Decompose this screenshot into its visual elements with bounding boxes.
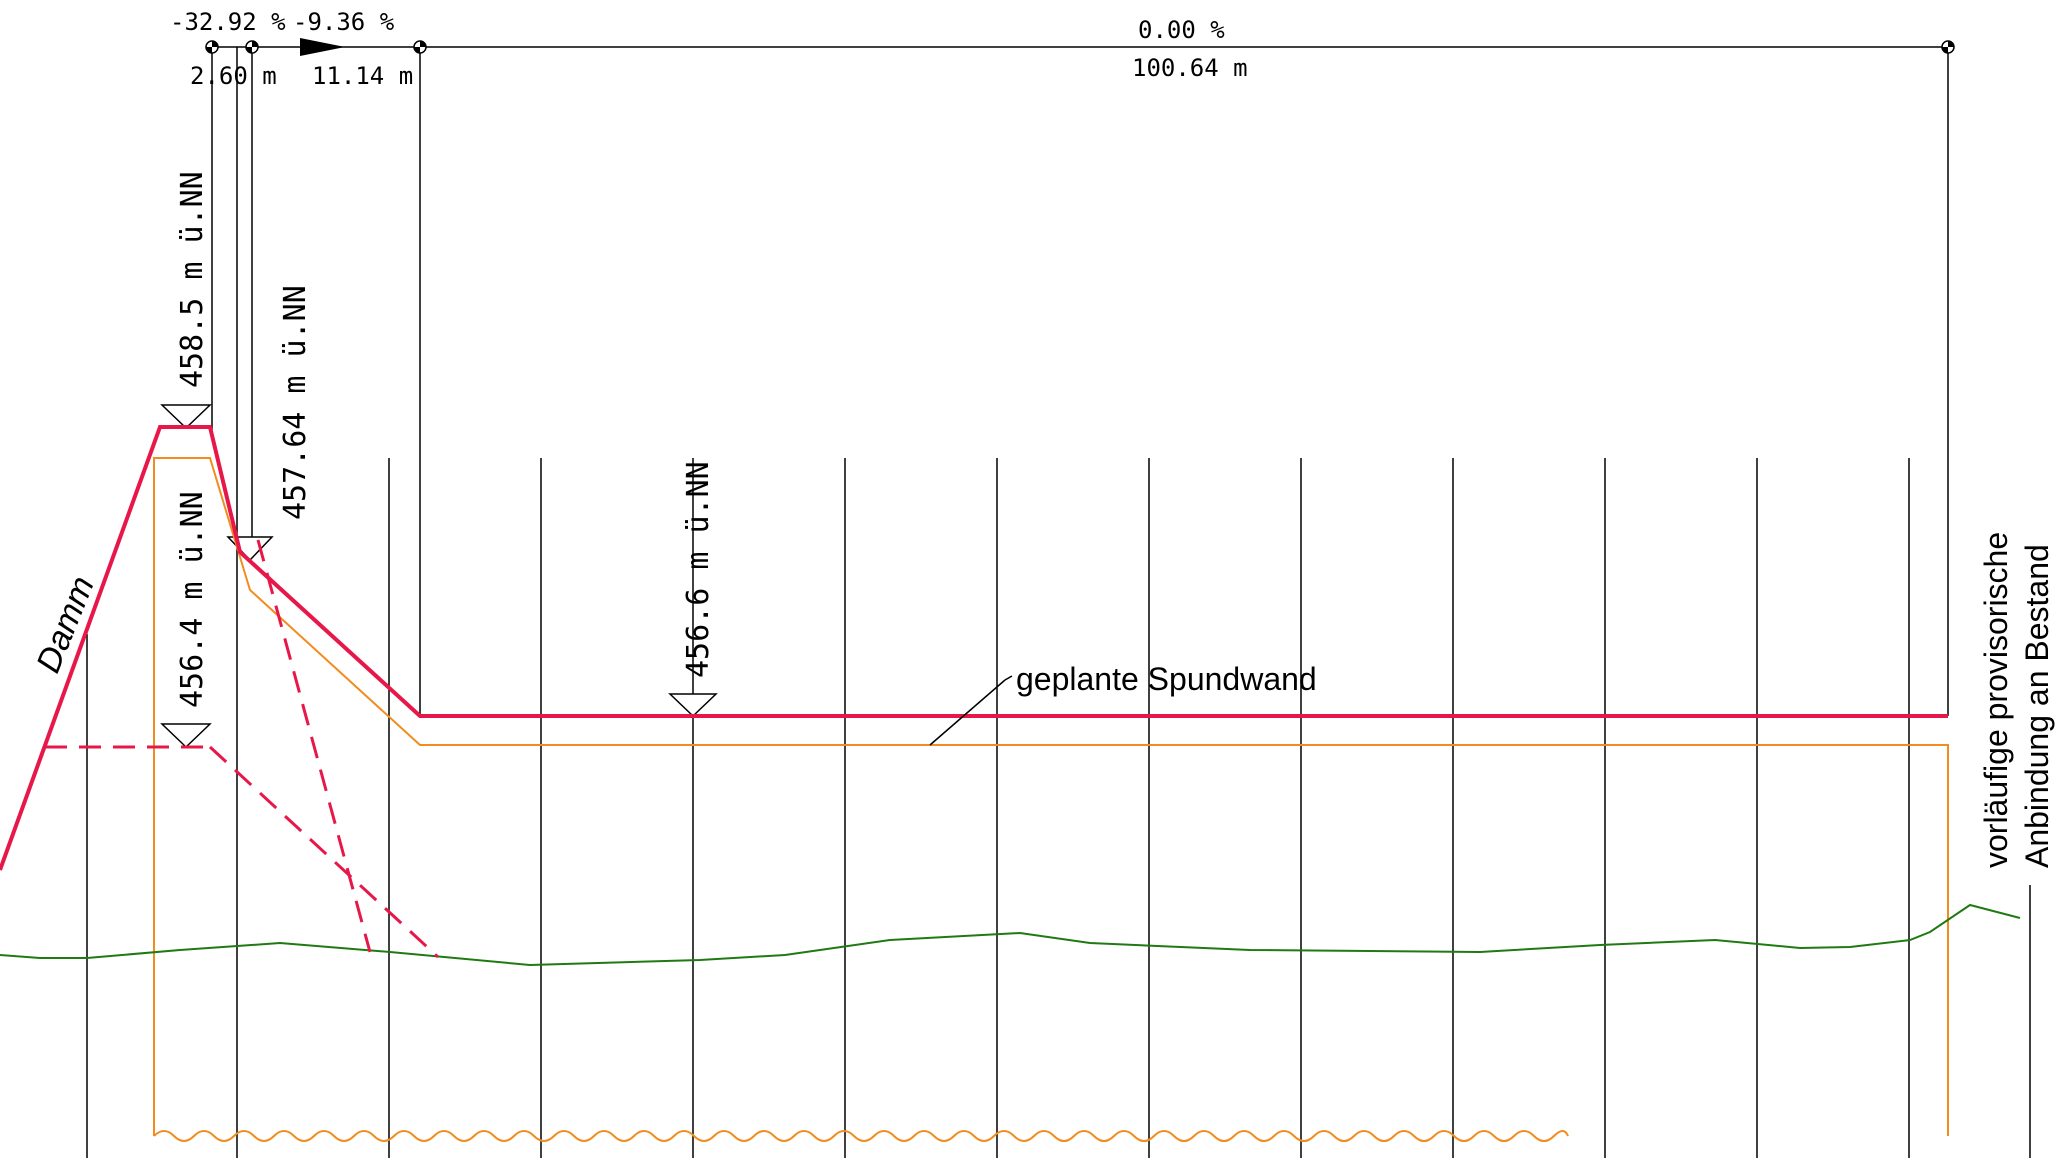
slope-label-1: -32.92 % [170,8,286,36]
damm-label: Damm [29,571,102,678]
elevation-label-4566: 456.6 m ü.NN [681,461,716,678]
station-lines [86,47,2031,1158]
length-label-2: 11.14 m [312,62,413,90]
spundwand-leader-line [929,679,1006,746]
spundwand-leader-tick [1004,675,1013,681]
terrain-line [0,903,2021,967]
elevation-label-4585: 458.5 m ü.NN [175,171,210,388]
slope-arrow-icon [300,38,345,56]
dam-crest-line [0,425,1948,871]
dimension-marker-fills [206,41,1954,53]
length-label-1: 2.60 m [190,62,277,90]
dashed-construction-lines [45,539,440,959]
anbindung-label-line1: vorläufige provisorische [1978,532,2014,868]
length-label-3: 100.64 m [1132,54,1248,82]
elevation-label-45764: 457.64 m ü.NN [278,285,313,520]
elevation-label-4564: 456.4 m ü.NN [175,491,210,708]
anbindung-label-line2: Anbindung an Bestand [2019,544,2055,868]
spundwand-outline [153,457,1949,1142]
slope-label-3: 0.00 % [1138,16,1225,44]
elevation-markers [160,404,718,749]
spundwand-label: geplante Spundwand [1016,661,1317,697]
slope-label-2: -9.36 % [293,8,395,36]
